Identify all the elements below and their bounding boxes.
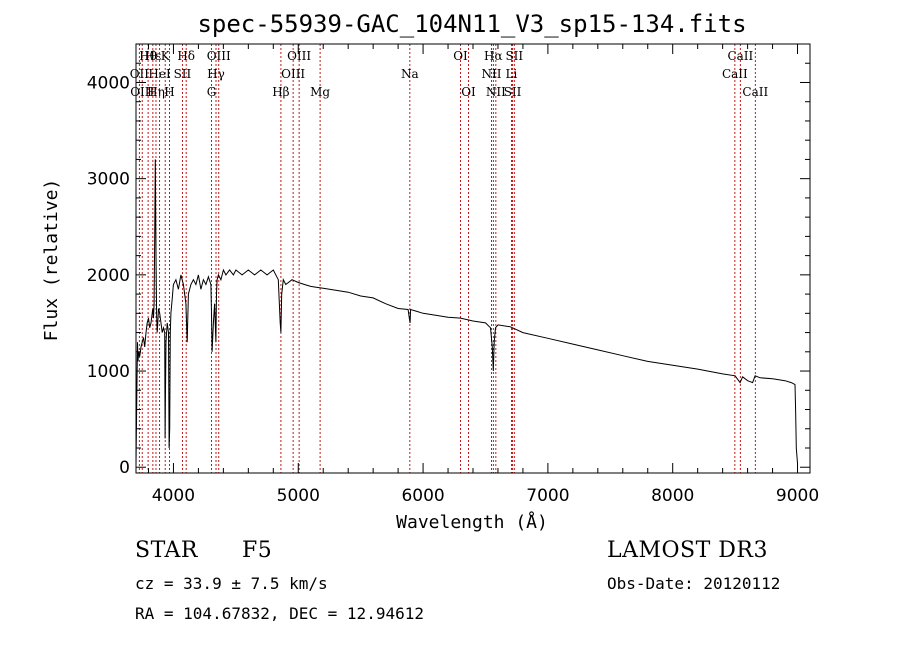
line-label-6: K (161, 49, 171, 63)
y-tick-label-3: 3000 (87, 170, 130, 190)
line-label-17: Na (401, 67, 419, 81)
spectrum-line (135, 159, 798, 466)
y-tick-label-1: 1000 (87, 362, 130, 382)
line-label-14: OIII (281, 67, 305, 81)
line-label-7: SII (174, 67, 192, 81)
x-tick-label-5: 9000 (776, 486, 819, 506)
line-label-12: G (207, 85, 217, 99)
line-label-26: CaII (727, 49, 753, 63)
sky-coordinates: RA = 104.67832, DEC = 12.94612 (135, 604, 424, 623)
survey-name: LAMOST DR3 (607, 538, 768, 563)
plot-frame (135, 43, 811, 474)
x-tick-label-4: 8000 (651, 486, 694, 506)
line-label-3: Hε (145, 49, 162, 63)
line-label-18: OI (453, 49, 468, 63)
line-label-19: OI (461, 85, 476, 99)
line-label-25: SII (504, 85, 522, 99)
line-label-28: CaII (742, 85, 768, 99)
emission-line-markers (138, 44, 756, 473)
line-label-21: NII (481, 67, 501, 81)
observation-date: Obs-Date: 20120112 (607, 574, 781, 593)
line-label-27: CaII (722, 67, 748, 81)
y-axis-label: Flux (relative) (41, 179, 62, 342)
line-label-4: HeI (148, 67, 171, 81)
x-tick-label-1: 5000 (277, 486, 320, 506)
line-label-9: Hδ (177, 49, 195, 63)
line-label-16: Mg (310, 85, 330, 99)
chart-title: spec-55939-GAC_104N11_V3_sp15-134.fits (197, 10, 746, 38)
line-label-11: Hγ (207, 67, 225, 81)
redshift-velocity: cz = 33.9 ± 7.5 km/s (135, 574, 328, 593)
line-label-10: OIII (207, 49, 231, 63)
object-subclass: F5 (242, 538, 273, 563)
line-label-5: Hη (147, 85, 165, 99)
axis-ticks: 4000 5000 6000 7000 8000 9000 0 1000 2000 3000 400… (87, 43, 819, 506)
y-tick-label-2: 2000 (87, 266, 130, 286)
line-label-8: H (164, 85, 174, 99)
plot-series (135, 159, 798, 466)
line-label-20: Hα (484, 49, 503, 63)
line-label-13: OIII (287, 49, 311, 63)
line-label-24: Li (506, 67, 518, 81)
x-tick-label-0: 4000 (152, 486, 195, 506)
line-label-23: SII (505, 49, 523, 63)
line-label-1: OII (130, 67, 150, 81)
line-label-0: Hθ (139, 49, 157, 63)
line-label-15: Hβ (272, 85, 289, 99)
x-tick-label-3: 7000 (526, 486, 569, 506)
line-label-22: NII (486, 85, 506, 99)
y-tick-label-0: 0 (119, 458, 130, 478)
x-tick-label-2: 6000 (401, 486, 444, 506)
x-axis-label: Wavelength (Å) (396, 511, 548, 533)
object-class: STAR (135, 538, 198, 563)
y-tick-label-4: 4000 (87, 73, 130, 93)
